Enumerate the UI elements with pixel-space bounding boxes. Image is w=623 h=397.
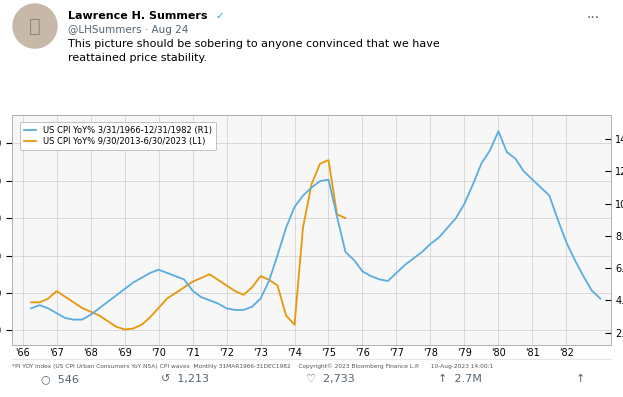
- Text: *PI YOY Index (US CPI Urban Consumers YoY NSA) CPI waves  Monthly 31MAR1966-31DE: *PI YOY Index (US CPI Urban Consumers Yo…: [12, 363, 493, 369]
- Text: ···: ···: [587, 11, 600, 25]
- Circle shape: [13, 4, 57, 48]
- Legend: US CPI YoY% 3/31/1966-12/31/1982 (R1), US CPI YoY% 9/30/2013-6/30/2023 (L1): US CPI YoY% 3/31/1966-12/31/1982 (R1), U…: [19, 121, 216, 150]
- Text: ○  546: ○ 546: [41, 374, 79, 384]
- Text: 👤: 👤: [29, 17, 41, 36]
- Text: Lawrence H. Summers: Lawrence H. Summers: [68, 11, 207, 21]
- Text: ✓: ✓: [213, 11, 224, 21]
- Text: reattained price stability.: reattained price stability.: [68, 53, 207, 63]
- Text: ↑  2.7M: ↑ 2.7M: [438, 374, 482, 384]
- Text: ↑: ↑: [575, 374, 585, 384]
- Text: This picture should be sobering to anyone convinced that we have: This picture should be sobering to anyon…: [68, 39, 440, 49]
- Text: @LHSummers · Aug 24: @LHSummers · Aug 24: [68, 25, 188, 35]
- Text: ♡  2,733: ♡ 2,733: [306, 374, 354, 384]
- Text: ↺  1,213: ↺ 1,213: [161, 374, 209, 384]
